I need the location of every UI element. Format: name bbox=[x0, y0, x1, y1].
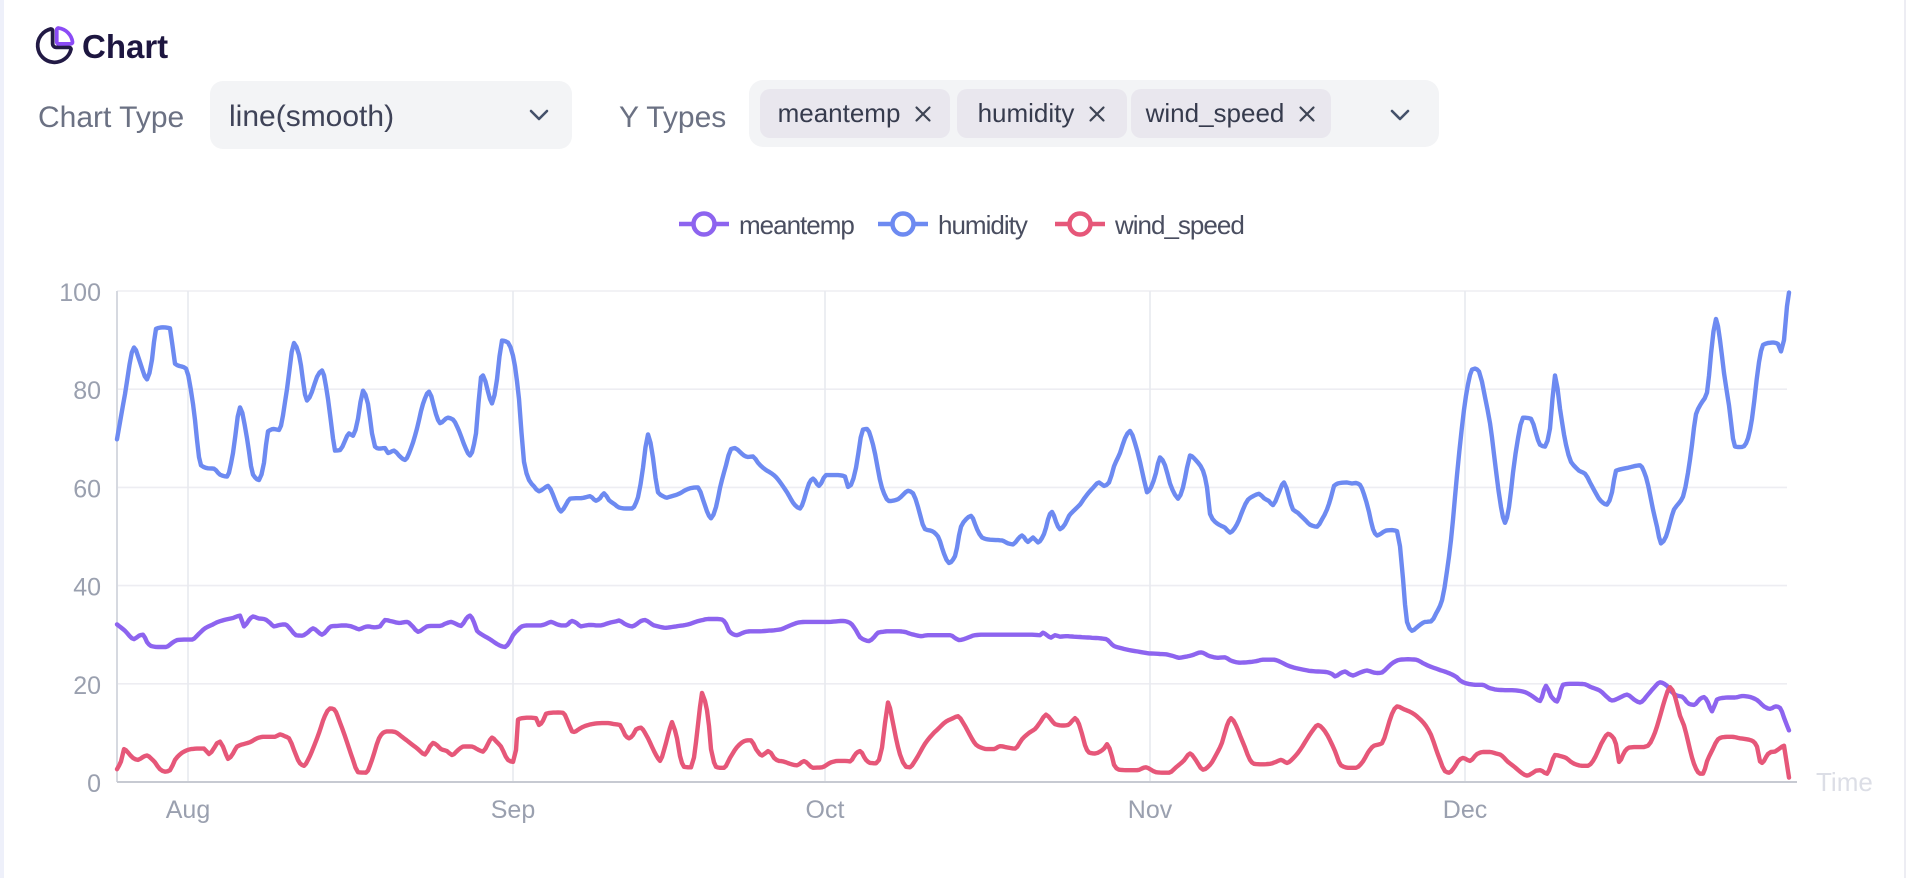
svg-text:Nov: Nov bbox=[1128, 796, 1173, 824]
svg-text:Time: Time bbox=[1816, 767, 1873, 797]
svg-text:Sep: Sep bbox=[491, 796, 535, 824]
svg-text:80: 80 bbox=[73, 377, 101, 405]
svg-text:Aug: Aug bbox=[166, 796, 210, 824]
svg-text:humidity: humidity bbox=[938, 210, 1028, 240]
svg-text:Oct: Oct bbox=[806, 796, 845, 824]
svg-text:meantemp: meantemp bbox=[739, 210, 854, 240]
svg-text:wind_speed: wind_speed bbox=[1114, 210, 1244, 240]
svg-text:0: 0 bbox=[87, 770, 101, 798]
svg-text:20: 20 bbox=[73, 672, 101, 700]
svg-text:60: 60 bbox=[73, 475, 101, 503]
svg-text:100: 100 bbox=[59, 279, 101, 307]
svg-text:Dec: Dec bbox=[1443, 796, 1487, 824]
svg-text:40: 40 bbox=[73, 574, 101, 602]
